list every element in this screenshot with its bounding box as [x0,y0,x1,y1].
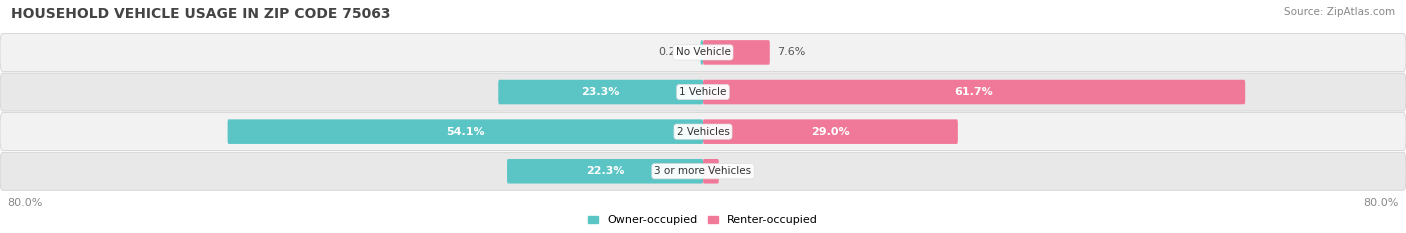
FancyBboxPatch shape [508,159,703,184]
Text: 2 Vehicles: 2 Vehicles [676,127,730,137]
Text: 23.3%: 23.3% [582,87,620,97]
FancyBboxPatch shape [0,113,1406,151]
FancyBboxPatch shape [703,119,957,144]
Legend: Owner-occupied, Renter-occupied: Owner-occupied, Renter-occupied [583,211,823,230]
Text: 1.8%: 1.8% [725,166,754,176]
FancyBboxPatch shape [703,40,770,65]
Text: HOUSEHOLD VEHICLE USAGE IN ZIP CODE 75063: HOUSEHOLD VEHICLE USAGE IN ZIP CODE 7506… [11,7,391,21]
Text: 1 Vehicle: 1 Vehicle [679,87,727,97]
Text: Source: ZipAtlas.com: Source: ZipAtlas.com [1284,7,1395,17]
Text: 80.0%: 80.0% [1364,198,1399,208]
Text: 29.0%: 29.0% [811,127,849,137]
FancyBboxPatch shape [228,119,703,144]
FancyBboxPatch shape [703,80,1246,104]
Text: 3 or more Vehicles: 3 or more Vehicles [654,166,752,176]
Text: 54.1%: 54.1% [446,127,485,137]
Text: 61.7%: 61.7% [955,87,994,97]
FancyBboxPatch shape [0,152,1406,190]
FancyBboxPatch shape [703,159,718,184]
Text: 0.28%: 0.28% [658,48,693,57]
Text: No Vehicle: No Vehicle [675,48,731,57]
Text: 22.3%: 22.3% [586,166,624,176]
FancyBboxPatch shape [0,33,1406,72]
FancyBboxPatch shape [0,73,1406,111]
Text: 80.0%: 80.0% [7,198,42,208]
FancyBboxPatch shape [700,40,703,65]
FancyBboxPatch shape [498,80,703,104]
Text: 7.6%: 7.6% [778,48,806,57]
